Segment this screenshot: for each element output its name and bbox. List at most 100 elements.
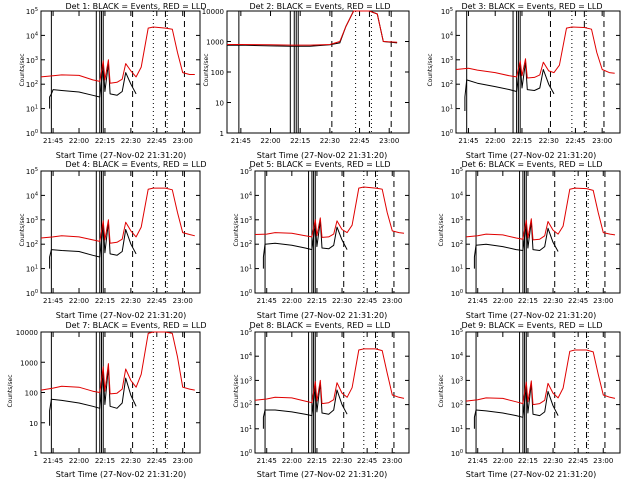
panel-det-9: Det 9: BLACK = Events, RED = LLD Counts/… (438, 321, 602, 479)
series-lld-line (40, 187, 195, 244)
y-tick-label: 105 (451, 167, 463, 176)
y-axis-label: Counts/sec (7, 374, 14, 407)
x-tick-label: 22:30 (121, 297, 141, 305)
plot-frame (254, 170, 410, 294)
y-tick-label: 102 (451, 401, 463, 410)
x-tick-label: 22:30 (320, 137, 340, 145)
y-tick-label: 1 (220, 130, 224, 138)
x-tick-label: 22:15 (518, 457, 538, 465)
panel-title: Det 4: BLACK = Events, RED = LLD (66, 160, 207, 169)
plot-det-9: 100 101 102 103 104 105 21:45 22:00 22:15 22:30 22… (451, 328, 621, 465)
plot-det-1: 100 101 102 103 104 105 21:45 22:00 22:15 22:30 22… (26, 7, 201, 145)
x-axis-label: Start Time (27-Nov-02 21:31:20) (257, 311, 387, 320)
series-events-line (473, 221, 559, 269)
y-tick-label: 104 (240, 191, 252, 200)
x-tick-label: 22:00 (69, 137, 89, 145)
series-events-line (49, 221, 137, 269)
x-tick-label: 22:30 (543, 297, 563, 305)
y-tick-label: 104 (451, 352, 463, 361)
x-axis-label: Start Time (27-Nov-02 21:31:20) (56, 311, 186, 320)
x-tick-label: 21:45 (458, 137, 478, 145)
x-axis-label: Start Time (27-Nov-02 21:31:20) (257, 151, 387, 160)
y-axis-label: Counts/sec (19, 53, 26, 86)
x-tick-label: 21:45 (43, 137, 63, 145)
y-tick-label: 102 (240, 240, 252, 249)
plot-det-2: 1 10 100 1000 10000 21:45 22:00 22:15 22:30 22:45… (202, 8, 410, 145)
x-axis-label: Start Time (27-Nov-02 21:31:20) (466, 311, 596, 320)
x-tick-label: 21:45 (43, 297, 63, 305)
series-lld-line (254, 348, 405, 405)
panel-title: Det 8: BLACK = Events, RED = LLD (250, 321, 391, 330)
x-axis-label: Start Time (27-Nov-02 21:31:20) (257, 470, 387, 479)
x-tick-label: 22:45 (357, 297, 377, 305)
x-tick-label: 23:00 (593, 457, 613, 465)
y-tick-label: 103 (26, 56, 38, 65)
y-tick-label: 103 (240, 376, 252, 385)
y-tick-label: 104 (240, 352, 252, 361)
y-tick-label: 1000 (20, 359, 38, 367)
series-events-line (473, 382, 559, 429)
y-tick-label: 101 (451, 425, 463, 434)
y-tick-label: 102 (26, 80, 38, 89)
x-tick-label: 22:30 (332, 297, 352, 305)
y-axis-label: Counts/sec (427, 53, 434, 86)
y-tick-label: 103 (240, 216, 252, 225)
x-tick-label: 22:00 (282, 297, 302, 305)
series-lld-line (40, 331, 195, 395)
y-tick-label: 102 (451, 240, 463, 249)
plot-det-4: 100 101 102 103 104 105 21:45 22:00 22:15 22:30 22… (26, 167, 201, 305)
y-tick-label: 100 (26, 129, 38, 138)
y-tick-label: 103 (451, 376, 463, 385)
plot-frame (254, 331, 410, 454)
panel-title: Det 7: BLACK = Events, RED = LLD (66, 321, 207, 330)
y-tick-label: 101 (441, 105, 453, 114)
y-tick-label: 100 (441, 129, 453, 138)
x-tick-label: 22:45 (568, 297, 588, 305)
y-tick-label: 10000 (202, 8, 224, 16)
panel-title: Det 3: BLACK = Events, RED = LLD (462, 2, 603, 11)
x-tick-label: 23:00 (382, 457, 402, 465)
y-tick-label: 101 (240, 425, 252, 434)
panel-title: Det 6: BLACK = Events, RED = LLD (462, 160, 603, 169)
panel-det-2: Det 2: BLACK = Events, RED = LLD Counts/… (203, 2, 390, 160)
y-tick-label: 102 (240, 401, 252, 410)
series-events-line (49, 366, 137, 426)
panel-det-5: Det 5: BLACK = Events, RED = LLD Counts/… (233, 160, 390, 320)
y-tick-label: 104 (451, 191, 463, 200)
x-tick-label: 22:45 (349, 137, 369, 145)
x-tick-label: 22:30 (121, 137, 141, 145)
series-events-line (262, 382, 348, 429)
x-tick-label: 22:45 (147, 297, 167, 305)
x-tick-label: 23:00 (592, 137, 612, 145)
y-tick-label: 10 (29, 420, 38, 428)
y-tick-label: 100 (451, 449, 463, 458)
y-tick-label: 100 (240, 289, 252, 298)
x-tick-label: 22:00 (282, 457, 302, 465)
y-tick-label: 100 (451, 289, 463, 298)
y-tick-label: 105 (240, 328, 252, 337)
y-tick-label: 105 (240, 167, 252, 176)
x-tick-label: 21:45 (43, 457, 63, 465)
y-axis-label: Counts/sec (438, 213, 445, 246)
plot-det-5: 100 101 102 103 104 105 21:45 22:00 22:15 22:30 22… (240, 167, 410, 305)
x-axis-label: Start Time (27-Nov-02 21:31:20) (466, 151, 596, 160)
y-tick-label: 100 (211, 69, 224, 77)
plot-frame (465, 331, 621, 454)
plot-frame (40, 10, 201, 134)
y-axis-label: Counts/sec (233, 374, 240, 407)
y-tick-label: 10000 (16, 329, 38, 337)
x-axis-label: Start Time (27-Nov-02 21:31:20) (466, 470, 596, 479)
y-tick-label: 101 (451, 265, 463, 274)
x-tick-label: 23:00 (593, 297, 613, 305)
plot-det-8: 100 101 102 103 104 105 21:45 22:00 22:15 22:30 22… (240, 328, 410, 465)
series-lld-line (254, 186, 405, 238)
x-tick-label: 22:00 (260, 137, 280, 145)
x-tick-label: 22:45 (357, 457, 377, 465)
y-tick-label: 100 (26, 289, 38, 298)
x-tick-label: 22:15 (95, 297, 115, 305)
x-tick-label: 22:00 (493, 457, 513, 465)
y-tick-label: 100 (25, 390, 38, 398)
x-tick-label: 21:45 (468, 457, 488, 465)
x-tick-label: 23:00 (379, 137, 399, 145)
